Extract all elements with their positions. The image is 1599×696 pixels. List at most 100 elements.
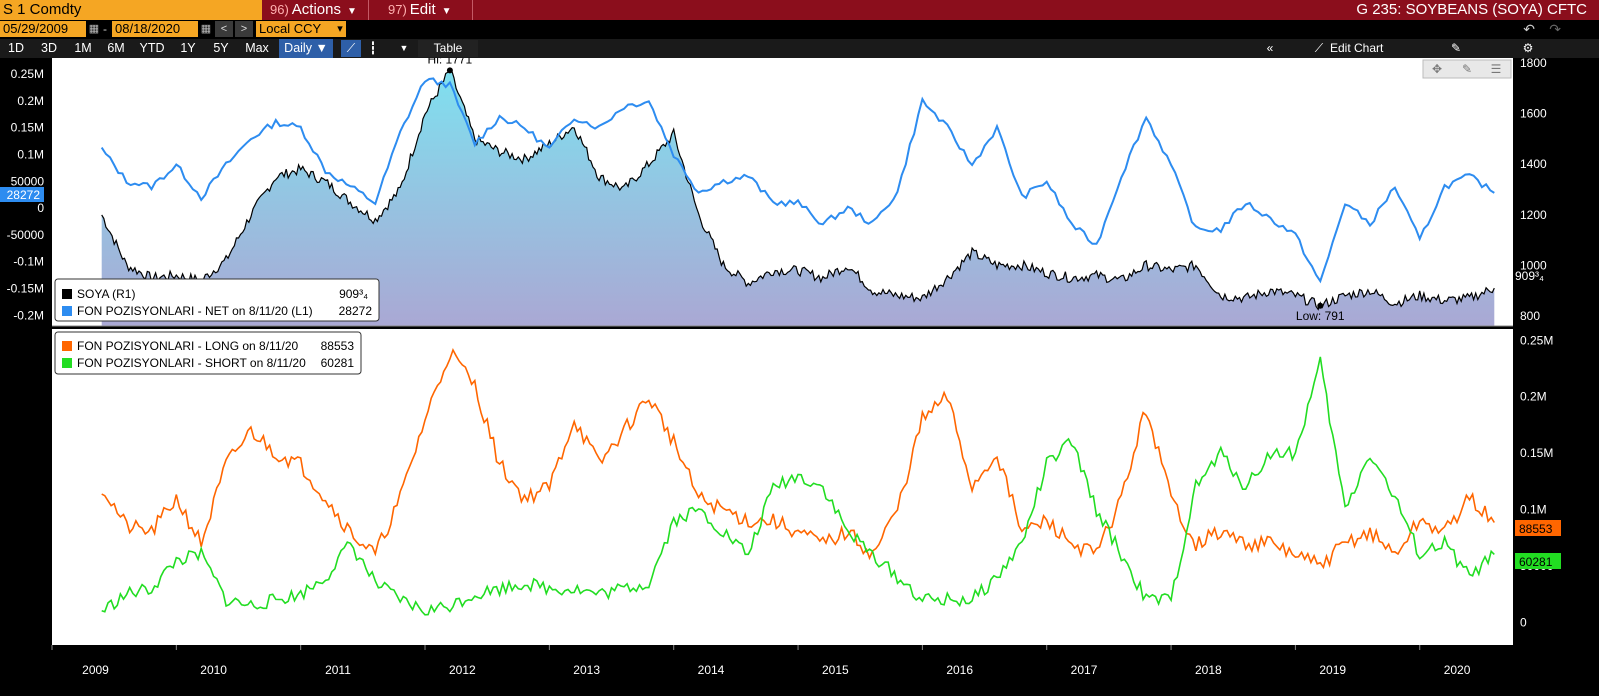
undo-icon[interactable]: ↶ bbox=[1523, 21, 1535, 37]
crosshair-icon[interactable]: ✥ bbox=[1432, 62, 1442, 76]
period-toolbar: 1D 3D 1M 6M YTD 1Y 5Y Max Daily ▼ ⟋ ┇ ▼ … bbox=[0, 39, 1599, 58]
period-ytd[interactable]: YTD bbox=[139, 41, 165, 55]
calendar-icon[interactable]: ▦ bbox=[200, 23, 212, 35]
soya-legend-label: SOYA (R1) bbox=[77, 287, 135, 301]
soya-legend-swatch bbox=[62, 289, 72, 299]
end-date-input[interactable]: 08/18/2020 bbox=[112, 21, 198, 37]
actions-menu[interactable]: 96) Actions ▼ bbox=[270, 0, 357, 20]
x-tick-label: 2010 bbox=[200, 663, 227, 677]
date-range-bar: 05/29/2009 ▦ - 08/18/2020 ▦ < > Local CC… bbox=[0, 20, 1599, 39]
edit-menu-label: Edit bbox=[409, 1, 436, 18]
period-5y[interactable]: 5Y bbox=[213, 41, 229, 55]
left-tick-label: 0 bbox=[37, 201, 44, 215]
period-3d[interactable]: 3D bbox=[41, 41, 57, 55]
draw-icon[interactable]: ✎ bbox=[1450, 41, 1462, 55]
top-legend: SOYA (R1) 909³₄ FON POZISYONLARI - NET o… bbox=[54, 278, 380, 322]
left-tick-label: -50000 bbox=[7, 228, 45, 242]
left-tick-label: -0.1M bbox=[13, 255, 44, 269]
actions-menu-number: 96) bbox=[270, 2, 289, 17]
net-series-line bbox=[100, 77, 1495, 284]
long-series-line bbox=[101, 348, 1495, 570]
right-tick-label: 1200 bbox=[1520, 208, 1547, 222]
soya-series-line bbox=[101, 70, 1495, 311]
currency-select[interactable]: Local CCY bbox=[256, 21, 340, 37]
edit-menu-number: 97) bbox=[388, 2, 407, 17]
x-tick-label: 2017 bbox=[1071, 663, 1098, 677]
x-tick-label: 2018 bbox=[1195, 663, 1222, 677]
start-date-input[interactable]: 05/29/2009 bbox=[0, 21, 86, 37]
table-button[interactable]: Table bbox=[418, 40, 478, 57]
bottom-right-tick-label: 0.15M bbox=[1520, 446, 1553, 460]
period-1y[interactable]: 1Y bbox=[180, 41, 196, 55]
short-current-value: 60281 bbox=[1519, 555, 1553, 569]
right-tick-label: 1000 bbox=[1520, 258, 1547, 272]
bottom-legend: FON POZISYONLARI - LONG on 8/11/20 88553… bbox=[54, 331, 362, 375]
next-period-button[interactable]: > bbox=[235, 21, 253, 37]
left-tick-label: 50000 bbox=[11, 174, 45, 188]
bottom-right-tick-label: 0.2M bbox=[1520, 390, 1547, 404]
collapse-icon[interactable]: « bbox=[1266, 41, 1274, 55]
period-max[interactable]: Max bbox=[245, 41, 269, 55]
bottom-right-tick-label: 0.25M bbox=[1520, 333, 1553, 347]
right-tick-label: 1400 bbox=[1520, 157, 1547, 171]
x-tick-label: 2020 bbox=[1444, 663, 1471, 677]
left-tick-label: 0.15M bbox=[11, 121, 44, 135]
right-tick-label: 1600 bbox=[1520, 107, 1547, 121]
right-tick-label: 1800 bbox=[1520, 58, 1547, 70]
list-icon[interactable]: ☰ bbox=[1491, 62, 1502, 76]
right-tick-label: 800 bbox=[1520, 309, 1540, 323]
net-current-value: 28272 bbox=[7, 188, 41, 202]
calendar-icon[interactable]: ▦ bbox=[88, 23, 100, 35]
low-annotation: Low: 791 bbox=[1296, 309, 1345, 323]
bottom-right-tick-label: 0.1M bbox=[1520, 503, 1547, 517]
chevron-down-icon[interactable]: ▾ bbox=[334, 21, 346, 37]
actions-menu-label: Actions bbox=[291, 1, 341, 18]
menu-divider bbox=[472, 0, 473, 20]
hi-annotation: Hi: 1771 bbox=[428, 58, 473, 66]
x-tick-label: 2011 bbox=[325, 663, 351, 677]
gear-icon[interactable]: ⚙ bbox=[1522, 41, 1534, 55]
net-current-tag bbox=[0, 187, 44, 202]
chevron-down-icon: ▼ bbox=[441, 6, 452, 17]
redo-icon[interactable]: ↷ bbox=[1549, 21, 1561, 37]
soya-current-value: 909³₄ bbox=[1515, 269, 1544, 283]
bottom-plot-background bbox=[52, 329, 1513, 645]
left-tick-label: -0.2M bbox=[13, 308, 44, 322]
x-tick-label: 2013 bbox=[573, 663, 600, 677]
date-separator: - bbox=[103, 22, 107, 36]
long-legend-swatch bbox=[62, 341, 72, 351]
frequency-label: Daily bbox=[284, 41, 312, 55]
frequency-select[interactable]: Daily ▼ bbox=[279, 39, 333, 58]
left-axis: 0.25M 0.2M 0.15M 0.1M 50000 0 -50000 -0.1M -0.15… bbox=[7, 67, 45, 322]
page-title: G 235: SOYBEANS (SOYA) CFTC bbox=[1356, 1, 1587, 18]
x-tick-label: 2016 bbox=[946, 663, 973, 677]
line-chart-icon[interactable]: ⟋ bbox=[341, 40, 361, 57]
period-6m[interactable]: 6M bbox=[107, 41, 125, 55]
long-legend-label: FON POZISYONLARI - LONG on 8/11/20 bbox=[77, 339, 299, 353]
left-tick-label: 0.25M bbox=[11, 67, 44, 81]
x-tick-label: 2014 bbox=[698, 663, 725, 677]
chevron-down-icon[interactable]: ▼ bbox=[399, 43, 409, 53]
edit-chart-button[interactable]: Edit Chart bbox=[1330, 41, 1384, 55]
chevron-down-icon: ▼ bbox=[347, 6, 357, 17]
edit-menu[interactable]: 97) Edit ▼ bbox=[388, 0, 452, 20]
chart-area: 0.25M 0.2M 0.15M 0.1M 50000 0 -50000 -0.1M -0.15… bbox=[0, 58, 1561, 677]
short-series-line bbox=[101, 356, 1495, 616]
security-input[interactable]: S 1 Comdty bbox=[0, 0, 262, 20]
x-tick-label: 2019 bbox=[1319, 663, 1346, 677]
x-tick-label: 2015 bbox=[822, 663, 849, 677]
period-1m[interactable]: 1M bbox=[74, 41, 92, 55]
long-current-value: 88553 bbox=[1519, 522, 1553, 536]
period-1d[interactable]: 1D bbox=[8, 41, 24, 55]
pencil-icon[interactable]: ✎ bbox=[1462, 62, 1472, 76]
candlestick-icon[interactable]: ┇ bbox=[369, 41, 377, 55]
short-legend-label: FON POZISYONLARI - SHORT on 8/11/20 bbox=[77, 356, 306, 370]
left-tick-label: 0.1M bbox=[17, 147, 44, 161]
net-legend-label: FON POZISYONLARI - NET on 8/11/20 (L1) bbox=[77, 304, 313, 318]
chevron-down-icon: ▼ bbox=[315, 41, 328, 55]
net-legend-swatch bbox=[62, 306, 72, 316]
chart-tools: ✥ ✎ ☰ bbox=[1422, 59, 1512, 79]
previous-period-button[interactable]: < bbox=[215, 21, 233, 37]
chart-edit-icon: ⟋ bbox=[1314, 41, 1324, 55]
